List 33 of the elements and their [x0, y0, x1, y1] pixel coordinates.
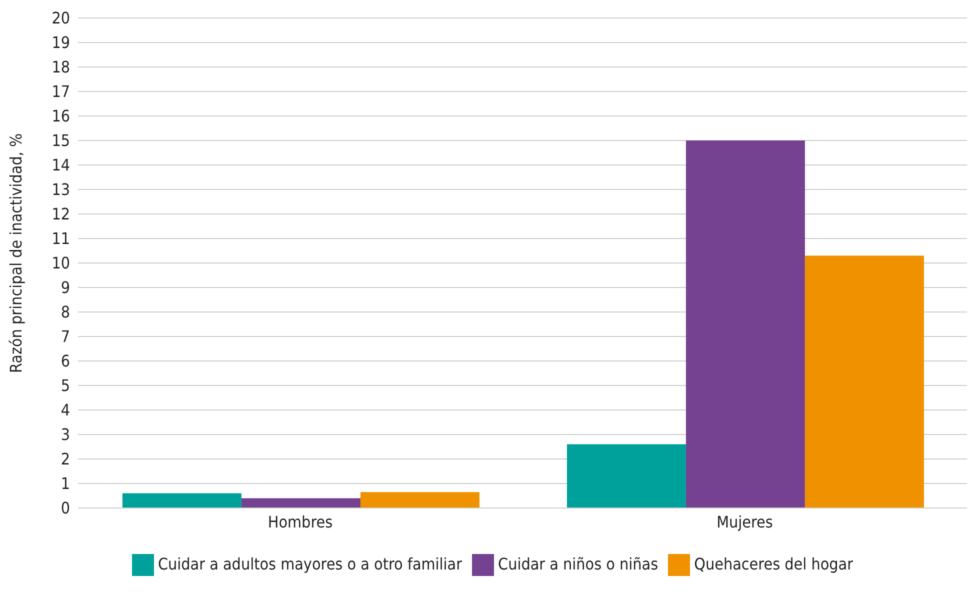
y-tick-label: 15 [52, 131, 70, 150]
x-tick-label: Mujeres [716, 512, 773, 532]
y-tick-label: 7 [60, 327, 70, 346]
y-tick-label: 10 [52, 254, 70, 273]
y-tick-label: 4 [60, 400, 70, 420]
y-tick-label: 20 [52, 8, 70, 28]
legend-label: Quehaceres del hogar [694, 554, 854, 574]
y-tick-label: 2 [60, 450, 70, 469]
y-tick-label: 19 [52, 33, 70, 52]
legend-label: Cuidar a niños o niñas [498, 554, 658, 574]
bar [566, 444, 686, 508]
y-tick-label: 9 [60, 278, 70, 298]
y-tick-label: 8 [60, 302, 70, 322]
y-tick-label: 5 [60, 376, 70, 396]
bar [360, 492, 480, 508]
legend-label: Cuidar a adultos mayores o a otro familiar [158, 554, 462, 574]
y-tick-label: 18 [52, 58, 70, 77]
y-tick-label: 3 [60, 425, 70, 444]
y-tick-label: 16 [52, 106, 70, 126]
bar [804, 256, 924, 508]
y-tick-label: 17 [52, 82, 70, 102]
x-tick-label: Hombres [268, 512, 333, 532]
y-tick-label: 6 [60, 352, 70, 371]
y-axis-title: Razón principal de inactividad, % [6, 133, 26, 373]
y-tick-label: 1 [60, 474, 70, 494]
bar [686, 140, 805, 508]
y-tick-label: 0 [60, 498, 70, 518]
y-tick-label: 13 [52, 180, 70, 200]
bar [122, 493, 242, 508]
y-tick-label: 12 [52, 204, 70, 224]
y-tick-label: 11 [52, 229, 70, 248]
y-tick-label: 14 [52, 156, 70, 175]
bar [241, 498, 360, 508]
